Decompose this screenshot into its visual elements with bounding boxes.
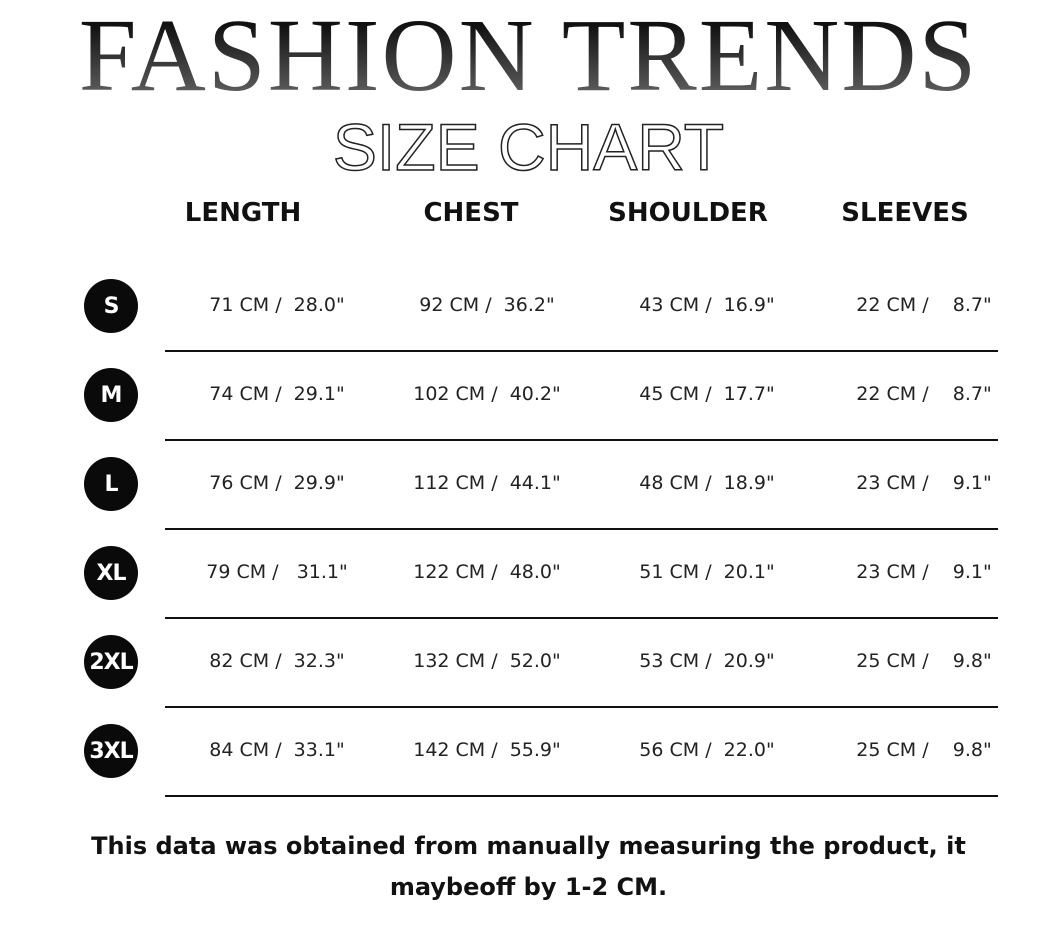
cell-length: 74 CM / 29.1" [209,383,345,405]
cell-chest: 92 CM / 36.2" [419,294,555,316]
cell-sleeves: 22 CM / 8.7" [856,383,992,405]
cell-shoulder: 51 CM / 20.1" [639,561,775,583]
cell-sleeves: 25 CM / 9.8" [856,650,992,672]
cell-sleeves: 25 CM / 9.8" [856,739,992,761]
table-row: M 74 CM / 29.1" 102 CM / 40.2" 45 CM / 17.7… [0,368,1057,484]
cell-shoulder: 56 CM / 22.0" [639,739,775,761]
cell-shoulder: 45 CM / 17.7" [639,383,775,405]
cell-length: 82 CM / 32.3" [209,650,345,672]
row-divider [165,350,998,352]
table-row: 3XL 84 CM / 33.1" 142 CM / 55.9" 56 CM / 22… [0,724,1057,840]
table-row: 2XL 82 CM / 32.3" 132 CM / 52.0" 53 CM / 20… [0,635,1057,751]
size-badge: XL [84,546,138,600]
row-divider [165,617,998,619]
cell-length: 79 CM / 31.1" [206,561,348,583]
column-header-length: LENGTH [184,198,302,228]
row-divider [165,795,998,797]
cell-chest: 122 CM / 48.0" [413,561,561,583]
cell-chest: 102 CM / 40.2" [413,383,561,405]
cell-sleeves: 23 CM / 9.1" [856,561,992,583]
measurement-note: This data was obtained from manually mea… [91,832,966,901]
column-header-sleeves: SLEEVES [841,198,969,228]
column-header-shoulder: SHOULDER [608,198,768,228]
row-divider [165,706,998,708]
cell-sleeves: 23 CM / 9.1" [856,472,992,494]
size-badge: S [84,279,138,333]
row-divider [165,439,998,441]
size-badge: 3XL [84,724,138,778]
cell-shoulder: 53 CM / 20.9" [639,650,775,672]
cell-chest: 142 CM / 55.9" [413,739,561,761]
table-row: XL 79 CM / 31.1" 122 CM / 48.0" 51 CM / 20.… [0,546,1057,662]
page-subtitle: SIZE CHART [332,110,725,184]
brand-title: FASHION TRENDS [0,4,1057,108]
cell-length: 76 CM / 29.9" [209,472,345,494]
cell-chest: 112 CM / 44.1" [413,472,561,494]
cell-shoulder: 48 CM / 18.9" [639,472,775,494]
size-badge: M [84,368,138,422]
table-row: S 71 CM / 28.0" 92 CM / 36.2" 43 CM / 16.9"… [0,279,1057,395]
cell-sleeves: 22 CM / 8.7" [856,294,992,316]
cell-chest: 132 CM / 52.0" [413,650,561,672]
table-row: L 76 CM / 29.9" 112 CM / 44.1" 48 CM / 18.9… [0,457,1057,573]
cell-length: 71 CM / 28.0" [209,294,345,316]
cell-shoulder: 43 CM / 16.9" [639,294,775,316]
size-badge: L [84,457,138,511]
row-divider [165,528,998,530]
cell-length: 84 CM / 33.1" [209,739,345,761]
column-header-chest: CHEST [423,198,519,228]
size-badge: 2XL [84,635,138,689]
